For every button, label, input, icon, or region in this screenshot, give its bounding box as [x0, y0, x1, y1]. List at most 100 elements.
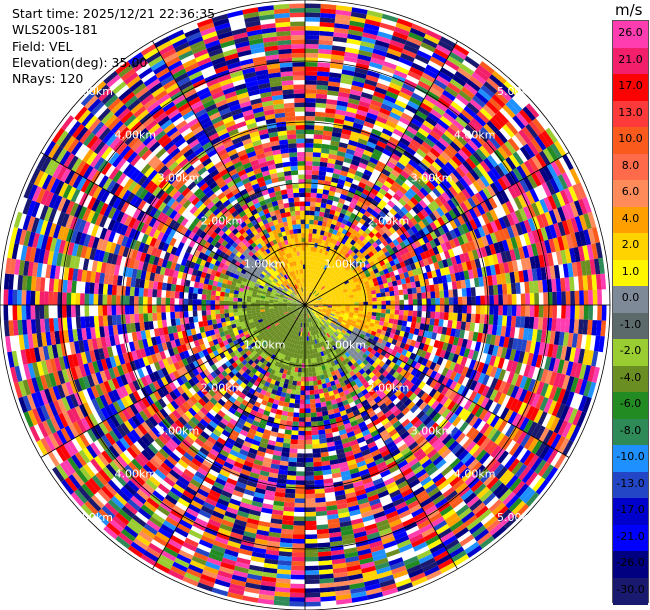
range-gate	[422, 258, 430, 267]
range-gate	[398, 186, 408, 195]
range-gate	[541, 130, 555, 146]
range-gate	[357, 105, 369, 113]
range-gate	[517, 194, 527, 208]
range-gate	[443, 250, 451, 260]
range-gate	[478, 276, 484, 287]
range-gate	[416, 316, 422, 324]
range-gate	[312, 448, 321, 454]
range-gate	[338, 242, 345, 249]
range-gate	[305, 268, 307, 274]
range-gate	[301, 358, 305, 364]
range-gate	[331, 285, 337, 290]
range-gate	[341, 261, 347, 267]
range-gate	[331, 177, 339, 184]
range-gate	[388, 241, 396, 249]
range-gate	[406, 125, 418, 136]
range-gate	[305, 161, 313, 166]
range-gate	[305, 84, 317, 90]
range-gate	[354, 189, 363, 197]
range-gate	[393, 69, 408, 79]
range-gate	[440, 133, 453, 145]
range-gate	[417, 305, 422, 312]
range-gate	[340, 296, 345, 300]
range-gate	[338, 212, 346, 219]
range-gate	[316, 75, 329, 82]
range-gate	[406, 220, 415, 229]
range-gate	[543, 197, 553, 212]
range-gate	[367, 297, 373, 302]
range-gate	[382, 61, 397, 70]
range-gate	[305, 174, 312, 180]
range-gate	[337, 146, 347, 153]
range-gate	[334, 235, 340, 241]
range-gate	[335, 221, 342, 227]
range-gate	[363, 221, 371, 229]
range-gate	[474, 68, 490, 82]
range-gate	[452, 207, 461, 218]
range-gate	[353, 242, 360, 249]
range-gate	[448, 209, 457, 220]
range-gate	[456, 321, 462, 330]
range-gate	[519, 179, 530, 193]
range-gate	[365, 241, 372, 248]
range-gate	[406, 244, 414, 252]
range-gate	[328, 149, 338, 156]
range-gate	[389, 184, 399, 194]
range-gate	[286, 479, 296, 485]
range-gate	[349, 93, 361, 101]
range-gate	[345, 148, 356, 156]
range-gate	[518, 208, 528, 222]
range-gate	[515, 316, 521, 328]
range-gate	[313, 261, 317, 266]
range-gate	[561, 220, 571, 236]
range-gate	[317, 297, 322, 301]
range-gate	[478, 323, 484, 334]
range-gate	[305, 98, 316, 103]
range-gate	[429, 130, 441, 141]
range-gate	[313, 302, 319, 304]
range-gate	[333, 196, 340, 203]
range-gate	[342, 65, 356, 72]
range-gate	[317, 66, 330, 73]
range-gate	[509, 249, 517, 261]
range-gate	[306, 296, 310, 301]
range-gate	[343, 56, 358, 63]
range-gate	[561, 205, 571, 221]
range-gate	[485, 139, 498, 153]
range-gate	[316, 247, 321, 253]
range-gate	[307, 273, 310, 279]
range-gate	[527, 157, 539, 173]
range-gate	[452, 74, 467, 87]
range-gate	[407, 270, 414, 277]
range-gate	[307, 246, 312, 252]
range-gate	[524, 281, 530, 294]
range-gate	[308, 228, 313, 234]
range-gate	[321, 296, 327, 300]
range-gate	[460, 279, 467, 289]
range-gate	[322, 130, 333, 137]
range-gate	[316, 276, 320, 281]
range-gate	[336, 150, 346, 158]
range-gate	[413, 114, 426, 124]
range-gate	[463, 82, 478, 96]
range-gate	[561, 291, 566, 305]
range-gate	[420, 208, 429, 218]
range-gate	[441, 233, 449, 243]
range-gate	[452, 119, 465, 132]
range-gate	[326, 295, 331, 298]
range-gate	[305, 246, 309, 252]
range-gate	[305, 525, 317, 531]
range-gate	[493, 294, 499, 305]
range-gate	[483, 81, 498, 95]
range-gate	[438, 168, 449, 179]
range-gate	[375, 82, 389, 91]
range-gate	[309, 303, 314, 305]
range-gate	[476, 130, 489, 143]
range-gate	[566, 218, 575, 234]
range-gate	[395, 189, 405, 198]
range-gate	[569, 347, 577, 363]
range-gate	[322, 299, 327, 302]
range-gate	[295, 475, 305, 481]
range-gate	[449, 78, 464, 91]
range-gate	[366, 112, 378, 121]
